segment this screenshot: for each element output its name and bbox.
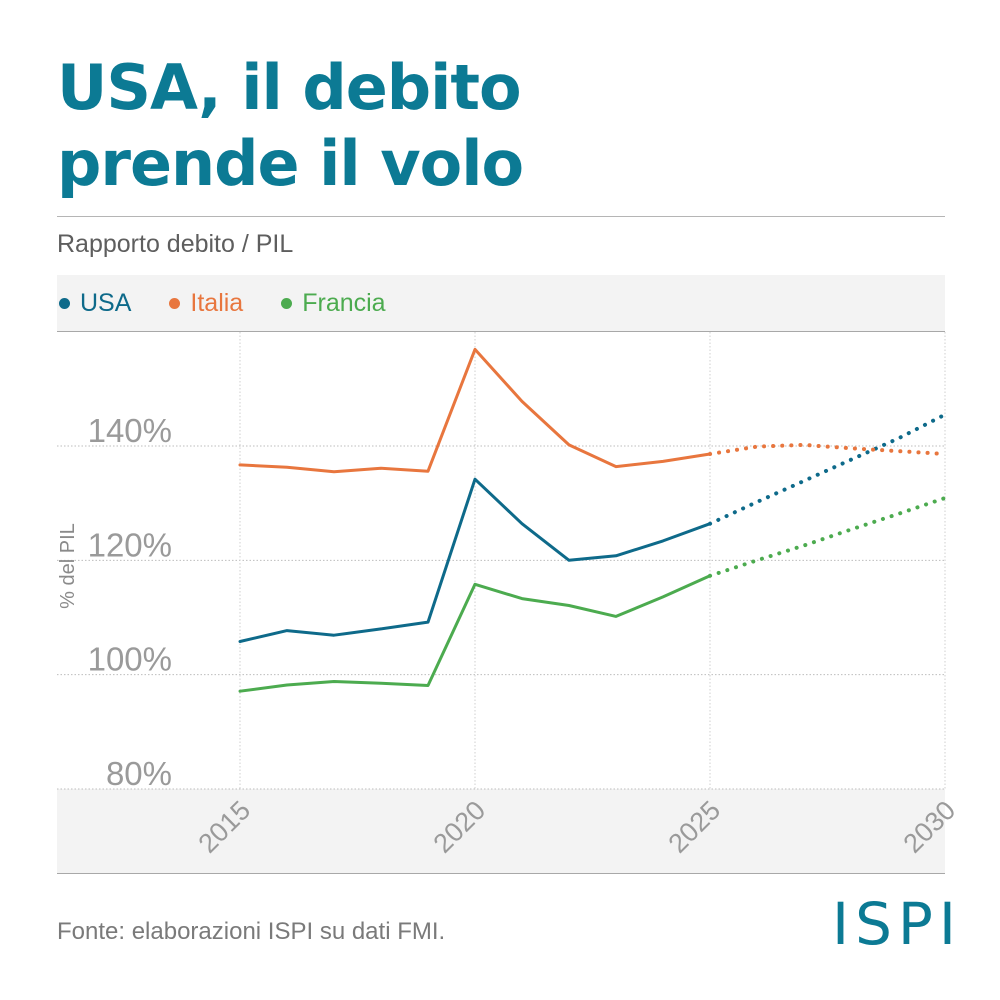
chart-title: USA, il debito prende il volo: [57, 50, 524, 202]
grid-layer: [57, 332, 946, 790]
series-projection-italia: [708, 442, 947, 456]
x-tick-label: 2030: [898, 795, 962, 859]
y-tick-label: 120%: [88, 526, 172, 563]
legend-label-usa: USA: [80, 288, 132, 317]
title-line-1: USA, il debito: [57, 51, 522, 124]
x-tick-label: 2025: [663, 795, 727, 859]
legend-marker-francia: [281, 297, 293, 309]
legend-item-usa: USA: [57, 289, 131, 318]
y-tick-label: 80%: [106, 755, 172, 792]
chart-legend: USA Italia Francia: [57, 275, 945, 332]
x-tick-label: 2020: [428, 795, 492, 859]
series-projection-francia: [708, 496, 947, 578]
legend-label-francia: Francia: [302, 288, 386, 317]
series-line-italia: [238, 347, 712, 474]
chart-subtitle: Rapporto debito / PIL: [57, 230, 294, 258]
x-tick-label: 2015: [193, 795, 257, 859]
series-line-francia: [238, 574, 712, 693]
legend-marker-usa: [59, 297, 70, 309]
source-note: Fonte: elaborazioni ISPI su dati FMI.: [57, 918, 446, 945]
series-layer: [238, 347, 947, 693]
ispi-logo: ISPI: [832, 890, 963, 958]
y-tick-label: 140%: [88, 412, 172, 449]
label-layer: 80% 100% 120% 140% 2015 2020 2025 2030 % del PIL: [57, 412, 961, 859]
legend-item-italia: Italia: [167, 289, 243, 318]
title-line-2: prende il volo: [57, 127, 524, 200]
y-tick-label: 100%: [88, 641, 172, 678]
legend-marker-italia: [169, 297, 181, 309]
series-line-usa: [238, 477, 712, 643]
legend-label-italia: Italia: [190, 288, 244, 317]
legend-item-francia: Francia: [279, 288, 386, 318]
series-projection-usa: [708, 412, 947, 526]
y-axis-label: % del PIL: [57, 523, 79, 609]
x-axis-band: [57, 789, 945, 874]
title-divider: [57, 216, 945, 217]
